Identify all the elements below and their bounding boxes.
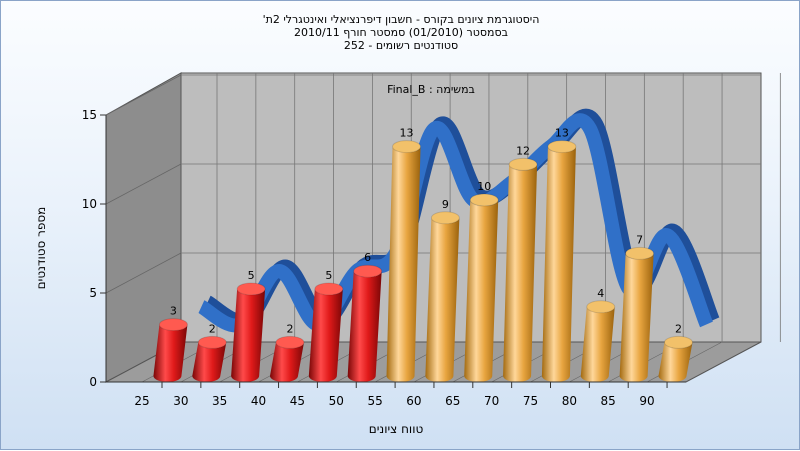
bar-cap	[275, 335, 305, 349]
bar-body	[541, 146, 576, 382]
bar-cap	[625, 246, 655, 260]
x-tick-label: 85	[601, 394, 616, 408]
bar-cap	[314, 282, 344, 296]
bar-cap	[508, 157, 538, 171]
bar-cap	[663, 335, 693, 349]
bar-value-label: 13	[555, 127, 569, 140]
bar-cap	[547, 140, 577, 154]
bar-value-label: 9	[442, 198, 449, 211]
y-tick-label: 0	[89, 375, 97, 389]
bar-value-label: 2	[209, 322, 216, 335]
x-tick-label: 40	[251, 394, 266, 408]
x-tick-label: 80	[562, 394, 577, 408]
bar-cap	[353, 264, 383, 278]
bar-value-label: 12	[516, 144, 530, 157]
chart-title-line-1: היסטוגרמת ציונים בקורס - חשבון דיפרנציאל…	[262, 13, 540, 26]
bar: 7	[619, 233, 655, 382]
bar-cap	[158, 318, 188, 332]
bar-value-label: 2	[675, 322, 682, 335]
bar: 5	[308, 269, 344, 382]
x-axis-title: טווח ציונים	[369, 422, 424, 436]
bar-cap	[586, 300, 616, 314]
bar-cap	[430, 211, 460, 225]
gridline-side	[105, 163, 182, 205]
bar-value-label: 2	[286, 322, 293, 335]
bar-body	[192, 342, 227, 382]
bar: 13	[541, 127, 577, 382]
bar-body	[658, 342, 693, 382]
bar-body	[153, 324, 188, 382]
x-tick-label: 60	[406, 394, 421, 408]
bar: 3	[153, 305, 188, 382]
bar-value-label: 4	[597, 287, 604, 300]
y-tick-label: 15	[82, 108, 97, 122]
x-tick-label: 30	[173, 394, 188, 408]
bar-cap	[392, 140, 422, 154]
bar: 10	[464, 180, 499, 382]
bar-series: 3 2 5 2 5 6 13 9 10 12 13 4 7 2	[153, 127, 693, 382]
bar: 4	[580, 287, 616, 382]
x-tick-label: 55	[367, 394, 382, 408]
bar-value-label: 5	[325, 269, 332, 282]
bar-cap	[236, 282, 266, 296]
x-tick-label: 45	[290, 394, 305, 408]
bar-body	[347, 271, 382, 382]
bar-cap	[469, 193, 499, 207]
bar-body	[308, 289, 343, 382]
bar-body	[425, 217, 460, 382]
bar: 6	[347, 251, 383, 382]
chart-title-line-3: סטודנטים רשומים - 252	[343, 39, 459, 52]
y-axis-title: מספר סטודנטים	[34, 207, 48, 290]
bar-cap	[197, 335, 227, 349]
bar: 2	[269, 322, 305, 382]
gridline-side	[105, 252, 182, 294]
bar-value-label: 3	[170, 305, 177, 318]
bar-value-label: 13	[400, 127, 414, 140]
x-tick-label: 50	[329, 394, 344, 408]
x-tick-label: 65	[445, 394, 460, 408]
y-tick-label: 10	[82, 197, 97, 211]
gridline-side	[105, 74, 182, 116]
bar-body	[503, 164, 538, 382]
x-tick-label: 25	[134, 394, 149, 408]
bar-body	[231, 289, 266, 382]
bar-value-label: 6	[364, 251, 371, 264]
chart-subtitle: במשימה : Final_B	[387, 83, 475, 96]
x-tick-label: 70	[484, 394, 499, 408]
bar-value-label: 5	[248, 269, 255, 282]
bar: 12	[503, 144, 538, 382]
bar-body	[386, 146, 421, 382]
x-tick-label: 35	[212, 394, 227, 408]
x-tick-label: 75	[523, 394, 538, 408]
bar-value-label: 7	[636, 233, 643, 246]
chart-title-line-2: בסמסטר (01/2010) סמסטר חורף 2010/11	[294, 26, 508, 39]
bar: 9	[425, 198, 460, 382]
bar-value-label: 10	[477, 180, 491, 193]
bar-body	[464, 200, 499, 382]
bar-body	[619, 253, 654, 382]
bar: 2	[658, 322, 693, 382]
bar: 13	[386, 127, 422, 382]
y-tick-label: 5	[89, 286, 97, 300]
bar: 5	[231, 269, 266, 382]
bar-body	[580, 306, 615, 382]
bar: 2	[192, 322, 227, 382]
x-tick-label: 90	[639, 394, 654, 408]
bar-body	[269, 342, 304, 382]
